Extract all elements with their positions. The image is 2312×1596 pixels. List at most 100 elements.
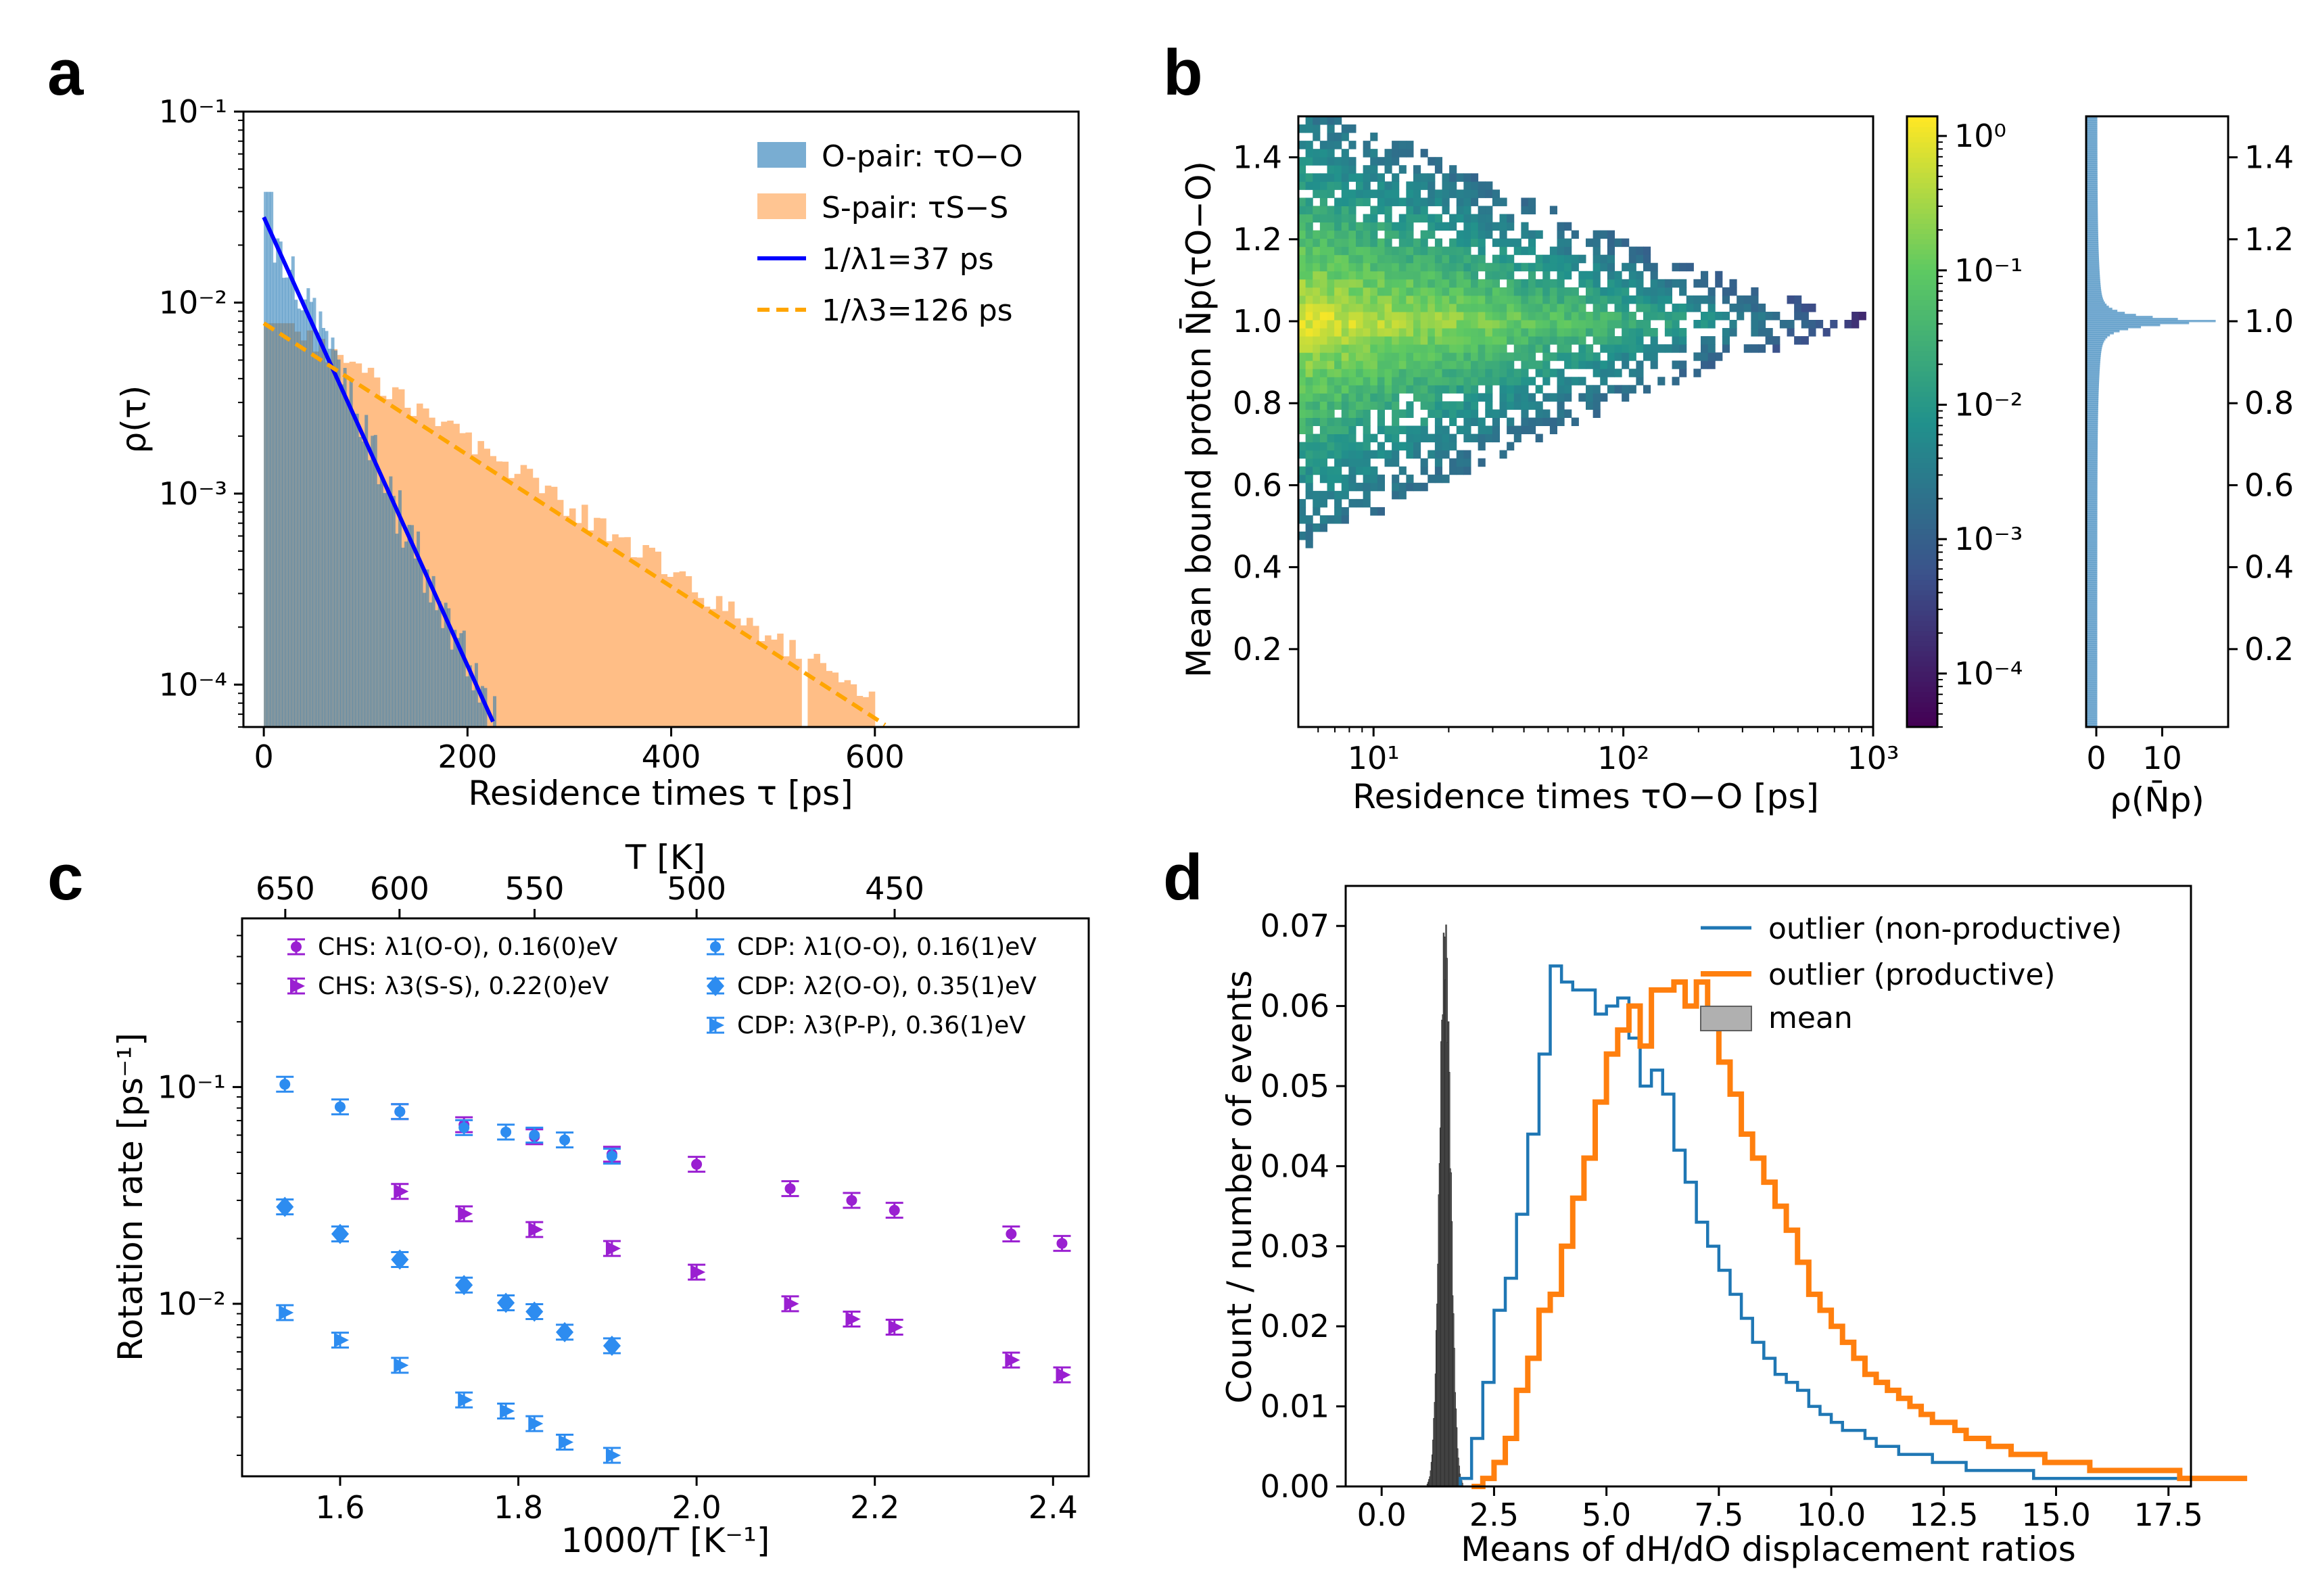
marginal-bar — [2086, 718, 2098, 722]
colorbar-segment — [1907, 665, 1937, 672]
marginal-bar — [2086, 348, 2102, 351]
heatmap-cell — [1434, 328, 1442, 337]
heatmap-cell — [1420, 320, 1428, 329]
heatmap-cell — [1334, 360, 1342, 369]
heatmap-cell — [1327, 149, 1335, 158]
heatmap-cell — [1513, 344, 1521, 353]
colorbar-segment — [1907, 116, 1937, 122]
heatmap-cell — [1586, 360, 1594, 369]
heatmap-cell — [1513, 295, 1521, 304]
marginal-bar — [2086, 131, 2098, 133]
marginal-bar — [2086, 248, 2099, 252]
heatmap-cell — [1398, 165, 1407, 174]
heatmap-cell — [1313, 157, 1321, 166]
heatmap-cell — [1298, 246, 1306, 256]
heatmap-cell — [1607, 311, 1615, 321]
s-pair-bar — [532, 477, 540, 727]
heatmap-cell — [1313, 352, 1321, 361]
marginal-bar — [2086, 621, 2098, 624]
marginal-bar — [2086, 635, 2098, 638]
heatmap-cell — [1370, 254, 1378, 264]
heatmap-cell — [1305, 393, 1313, 402]
heatmap-cell — [1636, 377, 1644, 385]
heatmap-cell — [1593, 303, 1601, 312]
heatmap-cell — [1679, 311, 1687, 321]
heatmap-cell — [1751, 320, 1759, 329]
heatmap-cell — [1542, 409, 1551, 418]
heatmap-cell — [1298, 450, 1306, 459]
heatmap-cell — [1442, 433, 1450, 443]
heatmap-cell — [1428, 173, 1436, 182]
heatmap-cell — [1715, 271, 1723, 280]
heatmap-cell — [1499, 344, 1507, 353]
heatmap-cell — [1327, 262, 1335, 272]
heatmap-cell — [1492, 433, 1500, 443]
heatmap-cell — [1363, 360, 1371, 369]
heatmap-cell — [1521, 425, 1529, 435]
heatmap-cell — [1319, 246, 1327, 256]
heatmap-cell — [1478, 287, 1486, 296]
heatmap-cell — [1593, 262, 1601, 272]
marginal-bar — [2086, 266, 2100, 270]
heatmap-cell — [1434, 165, 1442, 174]
heatmap-cell — [1456, 230, 1464, 239]
heatmap-cell — [1348, 369, 1356, 377]
marginal-y-tick-label: 0.2 — [2244, 631, 2294, 667]
heatmap-cell — [1384, 165, 1392, 174]
heatmap-cell — [1334, 450, 1342, 459]
heatmap-cell — [1442, 336, 1450, 345]
marginal-bar — [2086, 649, 2098, 653]
marginal-bar — [2086, 383, 2099, 385]
heatmap-cell — [1420, 344, 1428, 353]
heatmap-cell — [1406, 352, 1414, 361]
marginal-bar — [2086, 542, 2098, 544]
heatmap-cell — [1535, 409, 1543, 418]
colorbar-segment — [1907, 645, 1937, 652]
x-tick-label: 17.5 — [2134, 1497, 2203, 1533]
heatmap-cell — [1485, 369, 1493, 377]
marginal-ticks: 0 100.20.40.60.81.01.21.4 — [2086, 139, 2294, 776]
panel-b-x-ticks: 10¹ 10² 10³ — [1317, 727, 1899, 776]
marginal-bar — [2086, 425, 2098, 428]
heatmap-cell — [1521, 369, 1529, 377]
o-pair-bar — [321, 327, 325, 727]
heatmap-cell — [1305, 149, 1313, 158]
heatmap-cell — [1413, 254, 1421, 264]
heatmap-cell — [1707, 320, 1716, 329]
heatmap-cell — [1478, 254, 1486, 264]
heatmap-cell — [1636, 279, 1644, 288]
heatmap-cell — [1319, 149, 1327, 158]
panel-a-plot-area — [262, 191, 887, 728]
heatmap-cell — [1327, 222, 1335, 231]
heatmap-cell — [1528, 401, 1536, 410]
heatmap-cell — [1370, 401, 1378, 410]
heatmap-cell — [1478, 295, 1486, 304]
marginal-bar — [2086, 653, 2098, 657]
heatmap-cell — [1521, 393, 1529, 402]
heatmap-cell — [1499, 377, 1507, 385]
heatmap-cell — [1298, 474, 1306, 484]
marginal-bar — [2086, 295, 2102, 298]
heatmap-cell — [1542, 360, 1551, 369]
heatmap-cell — [1420, 262, 1428, 272]
heatmap-cell — [1521, 303, 1529, 312]
heatmap-cell — [1313, 262, 1321, 272]
heatmap-cell — [1377, 173, 1385, 182]
marginal-bar — [2086, 546, 2098, 548]
heatmap-cell — [1370, 206, 1378, 214]
heatmap-cell — [1636, 360, 1644, 369]
heatmap-cell — [1363, 222, 1371, 231]
heatmap-cell — [1507, 295, 1515, 304]
heatmap-cell — [1463, 320, 1471, 329]
heatmap-cell — [1542, 336, 1551, 345]
heatmap-cell — [1772, 311, 1780, 321]
o-pair-bar — [312, 298, 316, 727]
colorbar-segment — [1907, 625, 1937, 632]
marginal-bar — [2086, 397, 2099, 400]
colorbar-segment — [1907, 314, 1937, 321]
heatmap-cell — [1384, 149, 1392, 158]
marginal-bar — [2086, 279, 2100, 282]
s-pair-bar — [747, 617, 753, 727]
heatmap-cell — [1327, 311, 1335, 321]
heatmap-cell — [1319, 116, 1327, 125]
